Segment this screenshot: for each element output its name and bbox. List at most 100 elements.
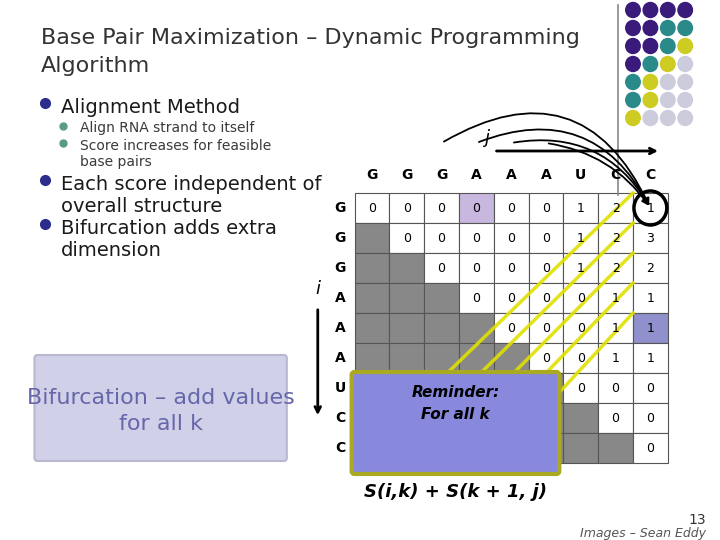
Bar: [459, 283, 494, 313]
Bar: [424, 433, 459, 463]
Text: 0: 0: [577, 352, 585, 365]
Text: 0: 0: [438, 261, 446, 274]
Text: A: A: [335, 291, 346, 305]
Text: 0: 0: [577, 321, 585, 334]
Bar: [390, 253, 424, 283]
Bar: [563, 223, 598, 253]
Bar: [354, 253, 390, 283]
Text: 0: 0: [542, 292, 550, 305]
Text: A: A: [541, 168, 552, 182]
Text: G: G: [334, 231, 346, 245]
Text: 13: 13: [689, 513, 706, 527]
Bar: [354, 373, 390, 403]
Text: 0: 0: [368, 201, 376, 214]
Bar: [598, 253, 633, 283]
Bar: [390, 343, 424, 373]
Text: For all k: For all k: [421, 407, 490, 422]
Bar: [563, 433, 598, 463]
Bar: [528, 223, 563, 253]
Text: 2: 2: [647, 261, 654, 274]
Bar: [563, 313, 598, 343]
Circle shape: [626, 111, 640, 125]
Text: Bifurcation adds extra
dimension: Bifurcation adds extra dimension: [60, 219, 276, 260]
Text: 1: 1: [611, 321, 619, 334]
Text: U: U: [334, 381, 346, 395]
Text: C: C: [645, 168, 655, 182]
Bar: [598, 193, 633, 223]
Circle shape: [678, 21, 693, 36]
Bar: [494, 343, 528, 373]
Bar: [424, 403, 459, 433]
Bar: [459, 223, 494, 253]
Text: C: C: [611, 168, 621, 182]
Bar: [459, 403, 494, 433]
Text: 0: 0: [507, 321, 515, 334]
Circle shape: [678, 75, 693, 90]
Text: 0: 0: [438, 201, 446, 214]
Bar: [598, 433, 633, 463]
Text: 1: 1: [577, 232, 585, 245]
Circle shape: [643, 3, 657, 17]
Bar: [528, 433, 563, 463]
Text: 0: 0: [507, 261, 515, 274]
Bar: [563, 193, 598, 223]
Text: G: G: [401, 168, 413, 182]
Text: 1: 1: [577, 201, 585, 214]
Bar: [390, 193, 424, 223]
Bar: [424, 313, 459, 343]
Bar: [424, 283, 459, 313]
Text: Score increases for feasible
base pairs: Score increases for feasible base pairs: [80, 139, 271, 169]
Text: 0: 0: [542, 201, 550, 214]
Bar: [528, 403, 563, 433]
Bar: [633, 373, 667, 403]
Bar: [633, 193, 667, 223]
Text: 0: 0: [472, 292, 480, 305]
Circle shape: [678, 57, 693, 71]
Text: 0: 0: [542, 261, 550, 274]
Bar: [390, 433, 424, 463]
Circle shape: [678, 92, 693, 107]
Text: Reminder:: Reminder:: [411, 385, 500, 400]
Bar: [494, 313, 528, 343]
Text: 0: 0: [647, 442, 654, 455]
Text: 0: 0: [577, 381, 585, 395]
Bar: [633, 433, 667, 463]
Bar: [494, 253, 528, 283]
Text: 3: 3: [647, 232, 654, 245]
Text: 0: 0: [647, 411, 654, 424]
Bar: [354, 193, 390, 223]
Text: 1: 1: [647, 201, 654, 214]
Text: 0: 0: [542, 321, 550, 334]
Text: C: C: [335, 411, 345, 425]
Circle shape: [678, 111, 693, 125]
Text: 2: 2: [611, 201, 619, 214]
Circle shape: [660, 75, 675, 90]
Bar: [563, 253, 598, 283]
Text: G: G: [366, 168, 377, 182]
Text: 0: 0: [472, 201, 480, 214]
Bar: [494, 433, 528, 463]
Bar: [459, 313, 494, 343]
Circle shape: [660, 21, 675, 36]
Text: Images – Sean Eddy: Images – Sean Eddy: [580, 527, 706, 540]
Bar: [563, 343, 598, 373]
Bar: [424, 343, 459, 373]
Bar: [390, 373, 424, 403]
Text: Base Pair Maximization – Dynamic Programming: Base Pair Maximization – Dynamic Program…: [41, 28, 580, 48]
Text: Alignment Method: Alignment Method: [60, 98, 240, 117]
Bar: [633, 343, 667, 373]
Bar: [424, 253, 459, 283]
Bar: [633, 223, 667, 253]
Bar: [598, 223, 633, 253]
Bar: [354, 283, 390, 313]
Text: 0: 0: [402, 232, 410, 245]
Text: C: C: [335, 441, 345, 455]
Bar: [598, 373, 633, 403]
Text: 0: 0: [577, 292, 585, 305]
Text: 0: 0: [542, 352, 550, 365]
Bar: [354, 343, 390, 373]
Circle shape: [626, 38, 640, 53]
Circle shape: [643, 111, 657, 125]
Text: S(i,k) + S(k + 1, j): S(i,k) + S(k + 1, j): [364, 483, 547, 501]
Bar: [598, 283, 633, 313]
